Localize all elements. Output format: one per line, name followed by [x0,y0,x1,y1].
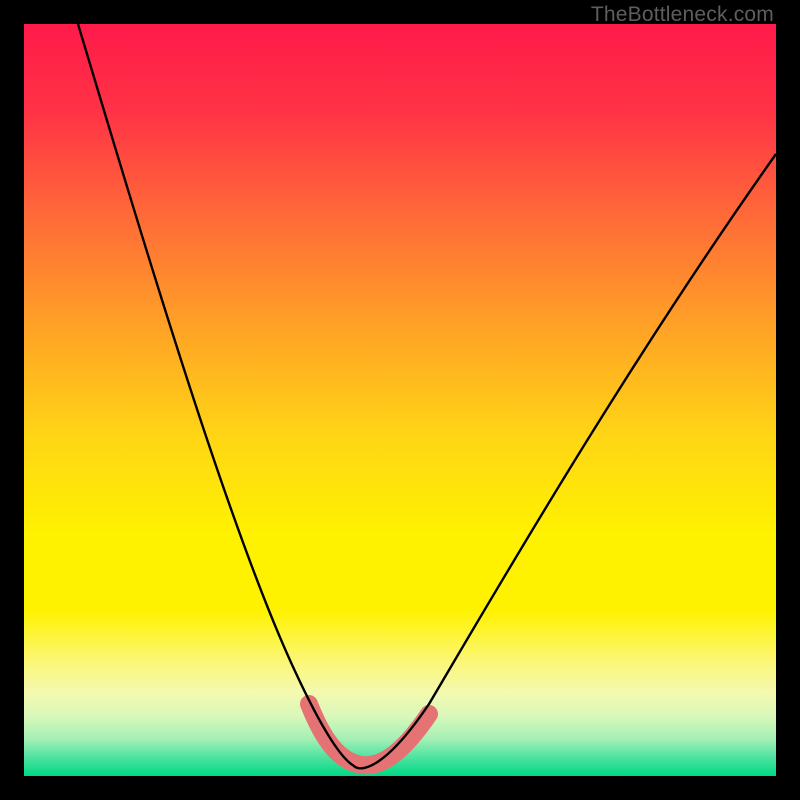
bottleneck-curve [78,24,776,768]
chart-frame: TheBottleneck.com [0,0,800,800]
plot-area [24,24,776,776]
watermark-text: TheBottleneck.com [591,3,774,27]
curve-layer [24,24,776,776]
